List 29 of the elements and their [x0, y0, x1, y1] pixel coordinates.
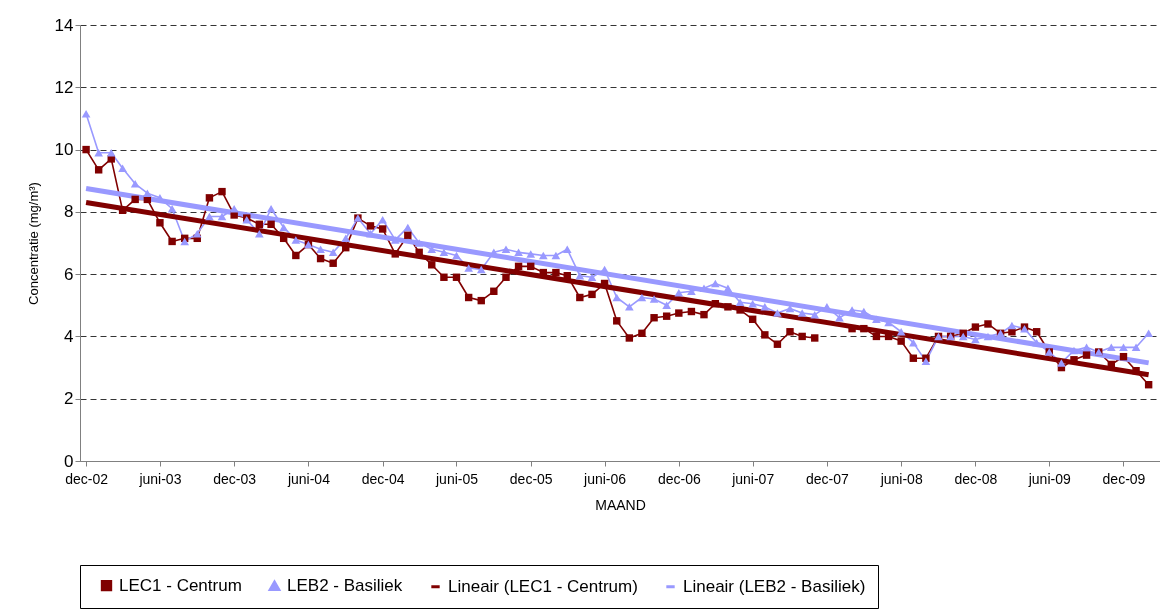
x-tick-label: dec-06 — [657, 470, 701, 487]
y-tick-label: 12 — [54, 77, 74, 97]
legend-label: Lineair (LEB2 - Basiliek) — [683, 576, 866, 596]
x-tick-label: juni-04 — [286, 470, 331, 487]
x-tick-label: juni-06 — [583, 470, 627, 487]
x-tick-label: dec-05 — [509, 470, 553, 487]
y-tick-label: 0 — [64, 451, 74, 471]
x-tick-label: juni-05 — [434, 470, 479, 487]
y-tick-label: 6 — [64, 264, 74, 284]
x-tick-label: juni-09 — [1027, 470, 1071, 487]
x-tick-label: dec-02 — [65, 470, 109, 487]
x-axis-title: MAAND — [595, 496, 646, 513]
y-tick-label: 8 — [64, 202, 74, 222]
x-tick-label: juni-07 — [731, 470, 775, 487]
y-axis-title: Concentratie (mg/m³) — [25, 182, 41, 305]
x-tick-label: dec-07 — [806, 470, 850, 487]
y-tick-label: 4 — [64, 326, 74, 346]
x-tick-label: juni-03 — [138, 470, 182, 487]
y-tick-label: 10 — [54, 140, 74, 160]
legend-label: Lineair (LEC1 - Centrum) — [448, 576, 638, 596]
x-tick-label: juni-08 — [879, 470, 923, 487]
legend-label: LEB2 - Basiliek — [287, 575, 403, 595]
x-tick-label: dec-04 — [361, 470, 405, 487]
x-tick-label: dec-09 — [1102, 470, 1146, 487]
y-tick-label: 14 — [54, 15, 74, 35]
x-tick-label: dec-08 — [954, 470, 998, 487]
x-tick-label: dec-03 — [213, 470, 257, 487]
y-tick-label: 2 — [64, 389, 74, 409]
legend-label: LEC1 - Centrum — [119, 575, 242, 595]
